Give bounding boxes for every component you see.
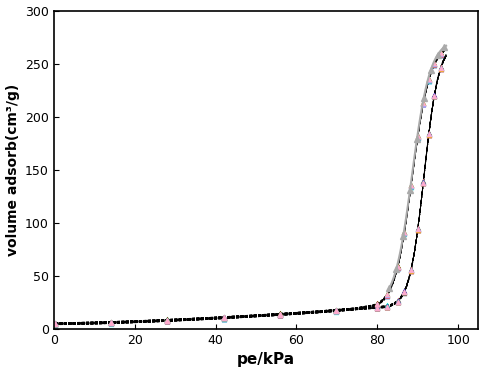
Y-axis label: volume adsorb(cm³/g): volume adsorb(cm³/g) <box>5 84 19 256</box>
X-axis label: pe/kPa: pe/kPa <box>237 352 295 367</box>
